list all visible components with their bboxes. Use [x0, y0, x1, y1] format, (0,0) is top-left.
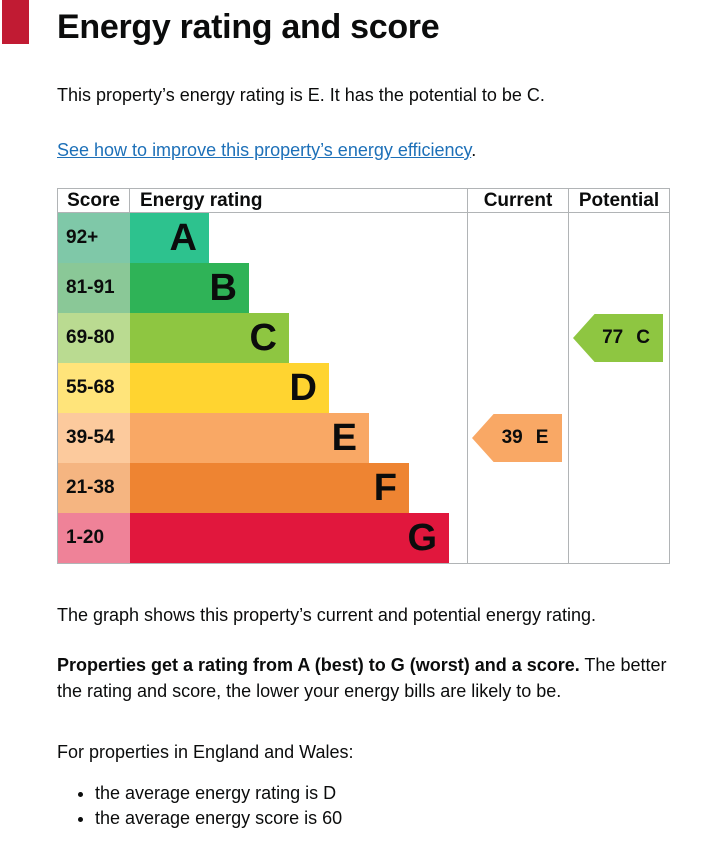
- score-cell: 55-68: [58, 363, 130, 413]
- col-header-potential: Potential: [568, 189, 669, 212]
- rating-bar: E: [130, 413, 369, 463]
- score-cell: 1-20: [58, 513, 130, 563]
- band-row-c: 69-80 C: [58, 313, 467, 363]
- list-item: the average energy score is 60: [95, 806, 677, 831]
- average-list: the average energy rating is D the avera…: [57, 781, 677, 831]
- potential-rating-letter: C: [636, 327, 650, 348]
- band-row-b: 81-91 B: [58, 263, 467, 313]
- col-header-score: Score: [58, 189, 130, 212]
- page-title: Energy rating and score: [57, 8, 440, 46]
- improve-link[interactable]: See how to improve this property’s energ…: [57, 140, 472, 160]
- list-item: the average energy rating is D: [95, 781, 677, 806]
- red-marker: [2, 0, 29, 44]
- epc-table-header: Score Energy rating Current Potential: [58, 189, 669, 213]
- band-row-a: 92+ A: [58, 213, 467, 263]
- link-suffix: .: [471, 140, 477, 160]
- rating-bar: C: [130, 313, 289, 363]
- intro-text: This property’s energy rating is E. It h…: [57, 85, 545, 105]
- rating-bar: D: [130, 363, 329, 413]
- improve-link-line: See how to improve this property’s energ…: [57, 137, 677, 163]
- current-rating-letter: E: [535, 427, 549, 448]
- score-cell: 39-54: [58, 413, 130, 463]
- score-cell: 21-38: [58, 463, 130, 513]
- score-cell: 69-80: [58, 313, 130, 363]
- potential-score: 77: [602, 327, 624, 348]
- score-cell: 81-91: [58, 263, 130, 313]
- current-arrow: 39 E: [472, 414, 562, 462]
- current-column: 39 E: [467, 213, 568, 563]
- epc-rating-table: Score Energy rating Current Potential 92…: [57, 188, 670, 564]
- rating-bar: G: [130, 513, 449, 563]
- band-row-g: 1-20 G: [58, 513, 467, 563]
- region-heading: For properties in England and Wales:: [57, 742, 354, 762]
- rating-bar: A: [130, 213, 209, 263]
- explain-bold: Properties get a rating from A (best) to…: [57, 655, 580, 675]
- col-header-current: Current: [467, 189, 568, 212]
- potential-arrow: 77 C: [573, 314, 663, 362]
- explain-rest: The better the rating and score, the low…: [57, 655, 667, 701]
- band-row-f: 21-38 F: [58, 463, 467, 513]
- col-header-energy-rating: Energy rating: [140, 190, 263, 211]
- band-row-e: 39-54 E: [58, 413, 467, 463]
- explain-text: Properties get a rating from A (best) to…: [57, 652, 677, 704]
- current-score: 39: [501, 427, 523, 448]
- rating-bands: 92+ A 81-91 B 69-80 C 55-68 D 39-54 E 21…: [58, 213, 467, 563]
- band-row-d: 55-68 D: [58, 363, 467, 413]
- graph-caption: The graph shows this property’s current …: [57, 605, 596, 625]
- rating-bar: F: [130, 463, 409, 513]
- epc-table-body: 92+ A 81-91 B 69-80 C 55-68 D 39-54 E 21…: [58, 213, 669, 563]
- rating-bar: B: [130, 263, 249, 313]
- score-cell: 92+: [58, 213, 130, 263]
- potential-column: 77 C: [568, 213, 669, 563]
